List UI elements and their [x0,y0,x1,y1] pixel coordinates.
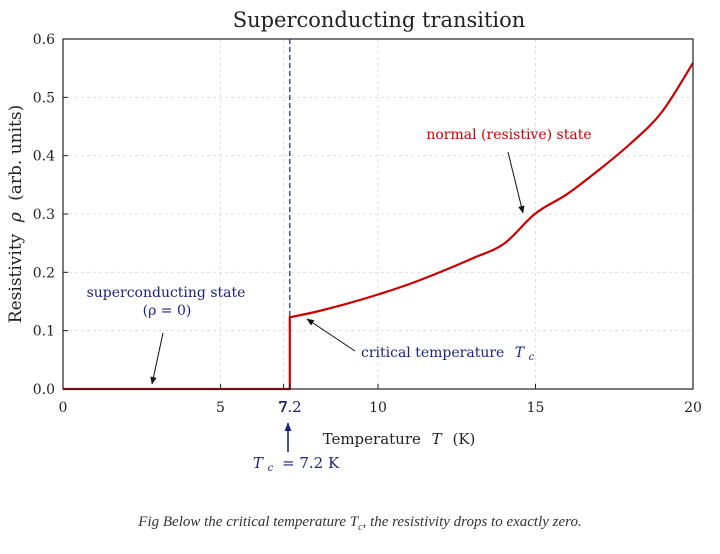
x-ticks: 0 5 77.2 10 15 20 [59,384,702,416]
y-tick-label: 0.5 [33,90,55,106]
y-tick-label: 0.1 [33,324,55,340]
caption-symbol: T [349,514,359,530]
chart-title: Superconducting transition [233,8,526,32]
y-ticks: 0.0 0.1 0.2 0.3 0.4 0.5 0.6 [33,32,68,398]
x-tick-label: 7.2 [278,398,302,416]
y-axis-label-text: Resistivity [6,233,26,323]
y-tick-label: 0.4 [33,149,55,165]
x-tick-label: 5 [216,400,225,416]
annotation-critical-arrow [306,318,356,352]
caption-suffix: , the resistivity drops to exactly zero. [362,514,582,530]
series-layer [63,62,694,391]
x-tick-label: 10 [369,400,387,416]
annotation-tc-text: = 7.2 K [282,454,340,472]
annotation-critical-temperature: critical temperature T c [361,345,535,363]
caption-prefix: Fig Below the critical temperature [138,514,350,530]
annotation-superconducting-arrow [150,332,164,385]
annotation-critical-symbol: T [515,345,526,361]
x-axis-label-text: Temperature [323,430,421,448]
annotation-tc-value: T c = 7.2 K [253,454,340,475]
annotation-normal-state: normal (resistive) state [426,127,591,143]
y-tick-label: 0.3 [33,207,55,223]
y-tick-label: 0.0 [33,382,55,398]
y-axis-label-symbol: ρ [6,212,26,223]
y-tick-label: 0.2 [33,265,55,281]
annotation-normal-state-arrow [507,151,525,214]
x-tick-label: 15 [527,400,545,416]
annotation-superconducting-state: superconducting state [87,285,246,301]
x-tick-label: 0 [59,400,68,416]
figure-caption: Fig Below the critical temperature Tc, t… [0,514,720,533]
annotation-tc-symbol: T [253,454,264,472]
x-axis-label-symbol: T [432,430,443,448]
annotation-tc-subscript: c [268,463,274,474]
y-tick-label: 0.6 [33,32,55,48]
x-tick-label: 20 [684,400,702,416]
annotation-rho-zero: (ρ = 0) [143,303,192,319]
y-axis-label: Resistivity ρ (arb. units) [6,105,26,323]
grid-lines [63,39,693,389]
x-axis-label: Temperature T (K) [323,430,476,448]
caption-subscript: c [358,522,363,533]
annotation-critical-text: critical temperature [361,345,504,361]
x-axis-label-unit: (K) [452,430,475,448]
resistivity-curve [63,62,694,391]
y-axis-label-unit: (arb. units) [6,105,26,201]
annotation-critical-subscript: c [529,352,535,363]
x-tick-label: 7 [279,400,288,416]
